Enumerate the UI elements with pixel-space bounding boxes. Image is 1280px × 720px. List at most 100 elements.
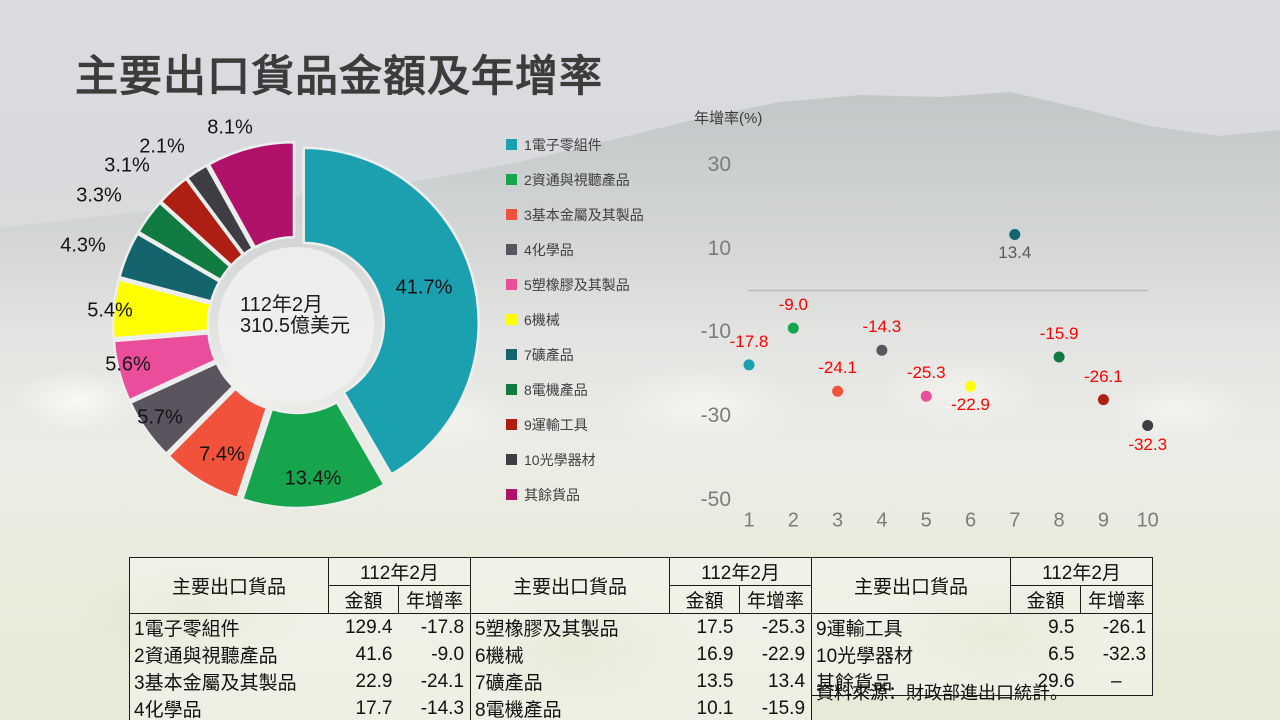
scatter-x-tick: 1 <box>743 509 755 532</box>
legend-item: 10光學器材 <box>506 442 644 477</box>
scatter-y-tick: 30 <box>707 153 731 177</box>
donut-slice[interactable] <box>159 177 245 267</box>
table-row: 2資通與視聽產品 41.6 -9.0 <box>130 641 471 668</box>
donut-slice-percentage: 5.4% <box>87 299 133 322</box>
table-header-growth: 年增率 <box>738 585 813 614</box>
scatter-x-tick: 9 <box>1097 509 1109 532</box>
page-title: 主要出口貨品金額及年增率 <box>75 53 603 101</box>
legend-swatch-icon <box>506 384 517 395</box>
donut-slice[interactable] <box>129 361 235 456</box>
legend-item: 7礦產品 <box>506 337 644 372</box>
table-cell-product: 7礦產品 <box>475 673 543 694</box>
table-cell-growth: – <box>1110 670 1122 692</box>
table-row: 其餘貨品 29.6 – <box>812 668 1153 696</box>
table-header-amount: 金額 <box>1010 585 1081 614</box>
donut-slice[interactable] <box>302 146 480 476</box>
table-cell-growth: -14.3 <box>420 697 465 719</box>
legend-item: 6機械 <box>506 302 644 337</box>
scatter-point-label: 13.4 <box>998 243 1032 263</box>
legend-swatch-icon <box>506 454 517 465</box>
scatter-point-label: -14.3 <box>862 317 902 337</box>
legend-item: 3基本金屬及其製品 <box>506 197 644 232</box>
scatter-point[interactable] <box>787 322 799 334</box>
legend-item: 9運輸工具 <box>506 407 644 442</box>
donut-slice[interactable] <box>167 387 269 500</box>
legend-swatch-icon <box>506 419 517 430</box>
scatter-y-tick: -30 <box>700 403 731 427</box>
scatter-x-tick: 3 <box>832 509 844 532</box>
donut-slice[interactable] <box>207 141 296 249</box>
scatter-point[interactable] <box>1097 394 1109 406</box>
scatter-point[interactable] <box>743 359 755 371</box>
table-cell-amount: 22.9 <box>355 670 393 692</box>
table-cell-growth: -22.9 <box>761 643 806 665</box>
scatter-point-label: -9.0 <box>778 295 808 315</box>
legend-swatch-icon <box>506 244 517 255</box>
donut-slice[interactable] <box>137 201 232 282</box>
scatter-x-tick: 5 <box>920 509 932 532</box>
table-cell-amount: 6.5 <box>1048 643 1075 665</box>
export-table: 主要出口貨品 112年2月 金額 年增率 9運輸工具 9.5 -26.1 10光學器材 6.5 -… <box>811 557 1154 696</box>
legend-label: 3基本金屬及其製品 <box>524 206 644 223</box>
table-row: 5塑橡膠及其製品 17.5 -25.3 <box>471 614 812 642</box>
scatter-point-label: -32.3 <box>1128 434 1168 454</box>
scatter-point[interactable] <box>1053 351 1065 363</box>
legend-label: 6機械 <box>524 311 560 328</box>
donut-slice[interactable] <box>185 164 254 256</box>
table-cell-amount: 129.4 <box>344 616 393 638</box>
legend-item: 其餘貨品 <box>506 477 644 512</box>
scatter-point[interactable] <box>965 380 976 392</box>
donut-legend: 1電子零組件 2資通與視聽產品 3基本金屬及其製品 4化學品 5塑橡膠及其製品 6機械 7礦… <box>506 127 644 512</box>
scatter-point-label: -15.9 <box>1039 323 1079 343</box>
scatter-x-tick: 7 <box>1009 509 1021 532</box>
table-cell-growth: -17.8 <box>420 616 465 638</box>
scatter-y-tick: 10 <box>707 236 731 260</box>
export-table: 主要出口貨品 112年2月 金額 年增率 1電子零組件 129.4 -17.8 2資通與視聽產… <box>129 557 472 720</box>
scatter-point-label: -24.1 <box>818 358 857 378</box>
table-cell-growth: -24.1 <box>420 670 465 692</box>
scatter-point[interactable] <box>876 344 888 356</box>
donut-slice[interactable] <box>118 232 221 303</box>
table-cell-growth: -26.1 <box>1102 616 1147 638</box>
legend-item: 2資通與視聽產品 <box>506 162 644 197</box>
scatter-x-tick: 6 <box>964 509 977 532</box>
donut-slice[interactable] <box>111 278 212 340</box>
scatter-point[interactable] <box>832 385 844 397</box>
table-cell-product: 10光學器材 <box>816 646 914 667</box>
table-row: 9運輸工具 9.5 -26.1 <box>812 614 1153 642</box>
table-row: 4化學品 17.7 -14.3 <box>130 695 471 720</box>
donut-slice[interactable] <box>241 400 386 510</box>
table-header-amount: 金額 <box>669 585 740 614</box>
table-row: 8電機產品 10.1 -15.9 <box>471 695 812 720</box>
legend-label: 1電子零組件 <box>524 136 602 153</box>
legend-swatch-icon <box>506 139 517 150</box>
scatter-point[interactable] <box>1009 228 1021 240</box>
scatter-y-tick: -50 <box>700 487 731 511</box>
table-cell-product: 其餘貨品 <box>816 673 893 694</box>
legend-label: 2資通與視聽產品 <box>524 171 630 188</box>
legend-label: 8電機產品 <box>524 381 588 398</box>
donut-slice[interactable] <box>112 332 217 402</box>
donut-slice-percentage: 4.3% <box>60 234 106 257</box>
table-cell-product: 2資通與視聽產品 <box>134 646 278 667</box>
table-cell-product: 9運輸工具 <box>816 619 903 640</box>
table-header-product: 主要出口貨品 <box>129 557 329 614</box>
scatter-point[interactable] <box>1142 420 1154 432</box>
scatter-point[interactable] <box>920 390 932 402</box>
legend-label: 9運輸工具 <box>524 416 588 433</box>
legend-label: 其餘貨品 <box>524 486 580 503</box>
table-cell-amount: 13.5 <box>696 670 734 692</box>
table-cell-growth: -9.0 <box>431 643 465 665</box>
table-cell-product: 1電子零組件 <box>134 619 240 640</box>
scatter-point-label: -17.8 <box>729 331 769 351</box>
legend-swatch-icon <box>506 174 517 185</box>
table-header-product: 主要出口貨品 <box>811 557 1011 614</box>
table-cell-amount: 41.6 <box>355 643 393 665</box>
source-note: 資料來源：財政部進出口統計。 <box>811 678 1152 707</box>
table-cell-product: 8電機產品 <box>475 700 562 720</box>
table-header-product: 主要出口貨品 <box>470 557 670 614</box>
donut-slice-percentage: 3.1% <box>104 154 150 177</box>
table-cell-product: 3基本金屬及其製品 <box>134 673 297 694</box>
